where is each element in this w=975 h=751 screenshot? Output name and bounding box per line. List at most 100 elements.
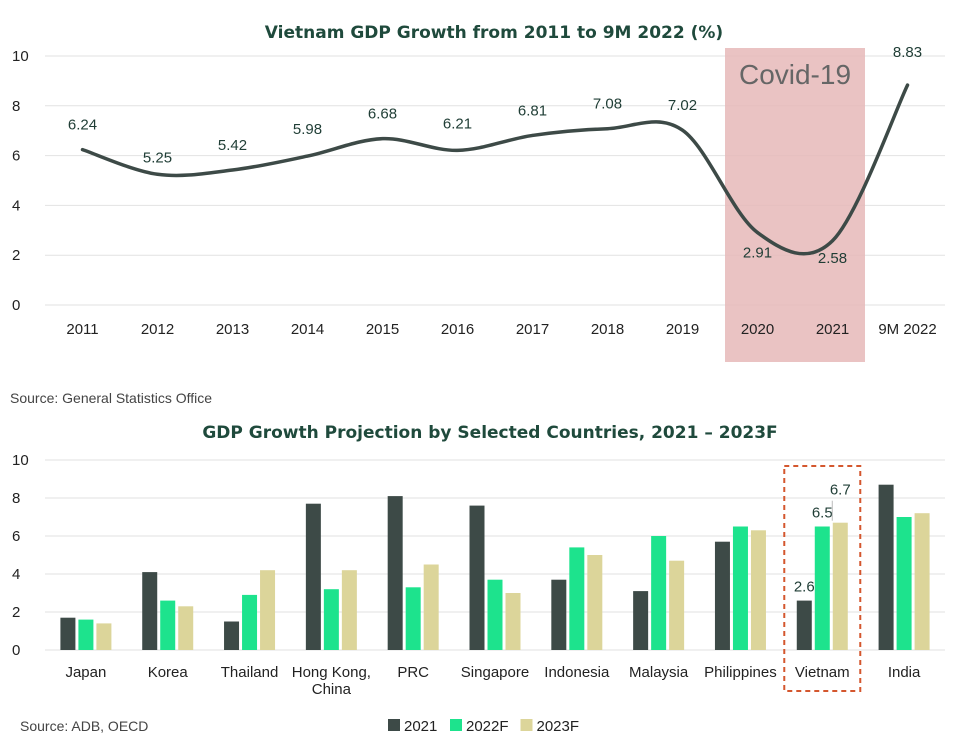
vietnam-highlight-box	[783, 465, 862, 692]
data-point	[156, 172, 159, 176]
covid-highlight-band	[725, 48, 865, 362]
x-tick-label: Thailand	[221, 664, 279, 681]
x-tick-label: Singapore	[461, 664, 529, 681]
bar-2022f	[569, 547, 585, 650]
x-tick-label: Philippines	[704, 664, 777, 681]
y-tick-label: 2	[12, 247, 20, 264]
legend-label: 2021	[404, 718, 437, 735]
x-tick-label: 9M 2022	[878, 321, 936, 338]
data-label: 7.08	[593, 96, 622, 113]
x-tick-label: Korea	[148, 664, 189, 681]
data-label: 2.6	[794, 579, 815, 596]
x-tick-label: 2013	[216, 321, 249, 338]
x-tick-label: 2019	[666, 321, 699, 338]
x-tick-label: India	[888, 664, 921, 681]
bar-2021	[878, 484, 894, 650]
bar-2021	[796, 600, 812, 650]
data-label: 5.42	[218, 137, 247, 154]
x-tick-label: Hong Kong, China	[292, 664, 371, 698]
line-chart: 0 2 4 6 8 10 Covid-19 2011 6.24 2012 5.25 2013 5.42 2…	[12, 44, 945, 362]
x-tick-label: 2020	[741, 321, 774, 338]
line-chart-title: Vietnam GDP Growth from 2011 to 9M 2022 …	[265, 23, 723, 43]
bar-2023f	[669, 560, 685, 650]
x-tick-label: 2021	[816, 321, 849, 338]
y-tick-label: 6	[12, 528, 20, 545]
x-tick-label: 2017	[516, 321, 549, 338]
bar-2022f	[651, 536, 667, 650]
line-chart-source: Source: General Statistics Office	[10, 390, 212, 406]
data-point	[306, 154, 309, 158]
x-tick-label: 2014	[291, 321, 324, 338]
data-point	[456, 148, 459, 152]
x-tick-label: Malaysia	[629, 664, 689, 681]
data-label: 6.5	[812, 505, 833, 522]
y-tick-label: 6	[12, 148, 20, 165]
x-tick-label: Indonesia	[544, 664, 610, 681]
bar-2021	[305, 503, 321, 650]
legend-label: 2022F	[466, 718, 509, 735]
bar-2023f	[832, 522, 848, 650]
y-tick-label: 4	[12, 566, 20, 583]
bar-2023f	[178, 606, 194, 650]
data-label: 2.58	[818, 250, 847, 267]
data-label: 8.83	[893, 44, 922, 61]
y-tick-label: 10	[12, 452, 29, 469]
bar-2022f	[78, 619, 94, 650]
legend-label: 2023F	[537, 718, 580, 735]
data-point	[906, 83, 909, 87]
x-tick-label: Vietnam	[795, 664, 850, 681]
x-tick-label: PRC	[397, 664, 429, 681]
x-tick-label: 2018	[591, 321, 624, 338]
data-point	[231, 168, 234, 172]
data-label: 6.7	[830, 482, 851, 499]
bar-2021	[387, 496, 403, 650]
bar-chart-title: GDP Growth Projection by Selected Countr…	[202, 423, 777, 443]
bar-2021	[633, 591, 649, 650]
data-point	[531, 133, 534, 137]
data-point	[81, 148, 84, 152]
covid-label: Covid-19	[739, 59, 851, 90]
bar-chart: 0 2 4 6 8 10 Japan Korea Thailand Hong Kong, China…	[12, 452, 945, 735]
legend-swatch-2021	[388, 719, 400, 731]
data-label: 6.21	[443, 115, 472, 132]
data-label: 6.81	[518, 102, 547, 119]
data-point	[681, 128, 684, 132]
y-tick-label: 8	[12, 490, 20, 507]
bar-2023f	[423, 564, 439, 650]
bar-2022f	[732, 526, 748, 650]
y-tick-label: 2	[12, 604, 20, 621]
bar-2023f	[914, 513, 930, 650]
bar-2023f	[505, 593, 521, 650]
bar-2021	[60, 617, 76, 650]
bar-2022f	[896, 517, 912, 650]
data-label: 2.91	[743, 245, 772, 262]
data-point	[381, 137, 384, 141]
legend-swatch-2022f	[450, 719, 462, 731]
bar-2021	[142, 572, 158, 650]
bar-2023f	[260, 570, 276, 650]
data-point	[756, 231, 759, 235]
bar-2023f	[96, 623, 112, 650]
data-point	[831, 239, 834, 243]
bar-2023f	[750, 530, 766, 650]
bar-2022f	[814, 526, 830, 650]
x-tick-label: 2016	[441, 321, 474, 338]
data-label: 6.68	[368, 106, 397, 123]
x-tick-label: 2015	[366, 321, 399, 338]
legend-swatch-2023f	[520, 719, 533, 731]
bar-2022f	[405, 587, 421, 650]
x-tick-label: Japan	[65, 664, 106, 681]
y-tick-label: 10	[12, 48, 29, 65]
data-label: 6.24	[68, 117, 97, 134]
bar-chart-source: Source: ADB, OECD	[20, 718, 148, 734]
bar-2022f	[487, 579, 503, 650]
y-tick-label: 0	[12, 297, 20, 314]
data-label: 7.02	[668, 97, 697, 114]
bar-2023f	[341, 570, 357, 650]
bar-2021	[714, 541, 730, 650]
data-label: 5.98	[293, 121, 322, 138]
bar-2021	[469, 505, 485, 650]
data-point	[606, 127, 609, 131]
y-tick-label: 0	[12, 642, 20, 659]
